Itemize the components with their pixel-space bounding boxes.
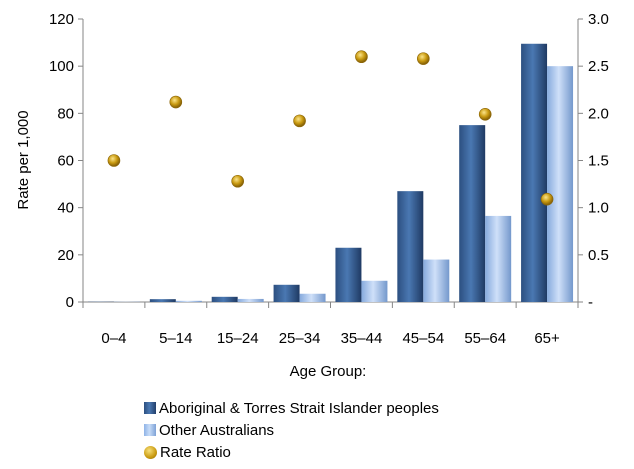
bar-other-australians [361,280,388,302]
x-tick-label: 0–4 [101,330,126,347]
bar-aboriginal [397,191,424,302]
x-tick-label: 45–54 [402,330,444,347]
y-tick-label-right: 3.0 [588,11,609,28]
y-tick-label-left: 80 [57,105,74,122]
bar-other-australians [175,300,202,302]
y-tick-label-left: 120 [49,11,74,28]
bar-other-australians [299,293,326,302]
bar-other-australians [547,66,574,303]
legend-item-ratio: Rate Ratio [144,441,439,463]
y-axis-label: Rate per 1,000 [15,110,32,209]
bar-aboriginal [521,43,548,302]
y-tick-label-right: 1.5 [588,153,609,170]
x-tick-label: 5–14 [159,330,192,347]
y-tick-label-right: - [588,294,593,311]
x-tick-label: 55–64 [464,330,506,347]
tick-labels: 0 20 40 60 80 100 120 - 0.5 1.0 1.5 2.0 2.5 3.0 0–4 5–1… [49,11,609,347]
bar-other-australians [485,215,512,302]
rate-ratio-point [355,50,368,64]
y-tick-label-left: 40 [57,200,74,217]
legend-item-aboriginal: Aboriginal & Torres Strait Islander peop… [144,397,439,419]
rate-ratio-point [231,174,244,188]
legend-swatch-other [144,424,156,436]
rate-ratio-point [169,95,183,109]
bar-aboriginal [149,299,176,302]
bar-aboriginal [273,284,300,302]
y-tick-label-left: 20 [57,247,74,264]
legend-label-aboriginal: Aboriginal & Torres Strait Islander peop… [159,399,439,417]
y-tick-label-right: 2.5 [588,58,609,75]
rate-ratio-points [107,50,554,206]
y-tick-label-right: 1.0 [588,200,609,217]
bars [87,43,574,303]
x-tick-label: 35–44 [341,330,383,347]
x-tick-label: 15–24 [217,330,259,347]
rate-ratio-point [478,107,492,121]
legend-swatch-aboriginal [144,402,156,414]
y-tick-label-left: 0 [66,294,74,311]
rate-ratio-point [417,52,430,65]
legend-label-other: Other Australians [159,421,275,439]
legend-swatch-ratio [144,445,157,459]
y-tick-label-right: 0.5 [588,247,609,264]
bar-other-australians [423,259,450,302]
bar-aboriginal [459,125,486,302]
y-tick-label-right: 2.0 [588,105,609,122]
rate-ratio-point [293,114,306,128]
bar-other-australians [237,298,264,302]
legend-item-other: Other Australians [144,419,439,441]
x-tick-label: 65+ [534,330,560,347]
bar-aboriginal [335,247,362,302]
rate-ratio-point [540,192,554,206]
x-tick-label: 25–34 [279,330,321,347]
y-tick-label-left: 100 [49,58,74,75]
y-tick-label-left: 60 [57,153,74,170]
x-axis-label: Age Group: [290,363,367,380]
bar-aboriginal [211,296,238,302]
legend: Aboriginal & Torres Strait Islander peop… [144,397,439,463]
legend-label-ratio: Rate Ratio [160,443,231,461]
rate-ratio-point [107,154,121,167]
